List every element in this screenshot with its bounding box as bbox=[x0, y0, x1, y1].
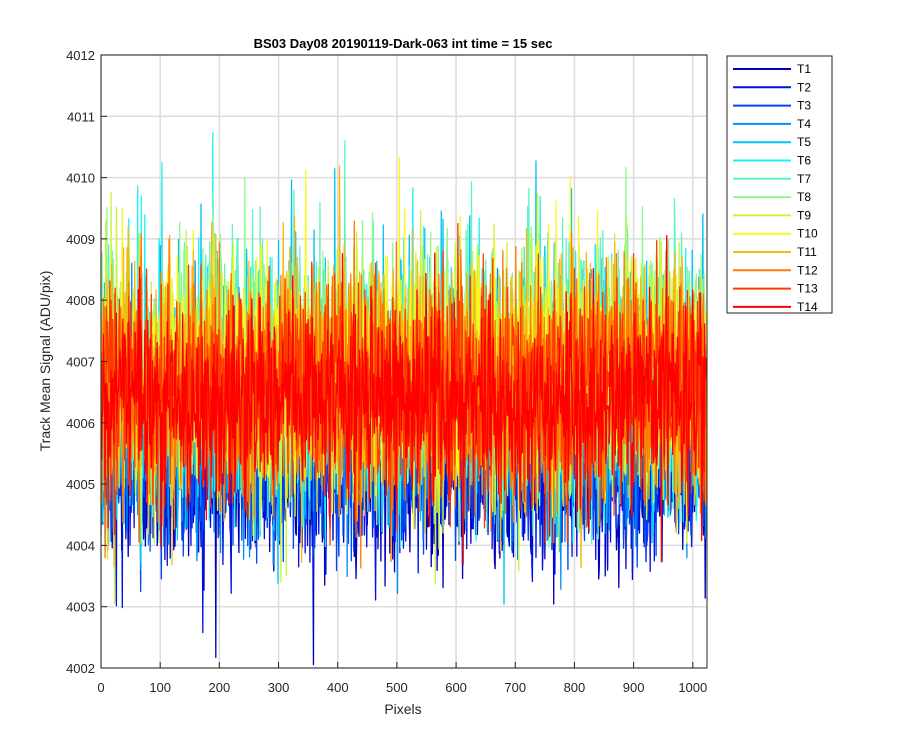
legend-label: T10 bbox=[797, 227, 818, 241]
x-tick-label: 500 bbox=[386, 680, 408, 695]
x-axis-label: Pixels bbox=[384, 701, 421, 717]
legend-label: T13 bbox=[797, 282, 818, 296]
axis-ticks: 0 100 200 300 400 500 600 700 800 900 1000 4002 4003… bbox=[66, 48, 707, 695]
x-tick-label: 0 bbox=[97, 680, 104, 695]
y-tick-label: 4009 bbox=[66, 232, 95, 247]
y-axis-label: Track Mean Signal (ADU/pix) bbox=[37, 271, 53, 452]
y-tick-label: 4003 bbox=[66, 600, 95, 615]
y-tick-label: 4007 bbox=[66, 355, 95, 370]
x-tick-label: 100 bbox=[149, 680, 171, 695]
legend-label: T3 bbox=[797, 99, 811, 113]
x-tick-label: 400 bbox=[327, 680, 349, 695]
legend-label: T6 bbox=[797, 154, 811, 168]
x-tick-label: 700 bbox=[504, 680, 526, 695]
y-tick-label: 4010 bbox=[66, 171, 95, 186]
y-tick-label: 4008 bbox=[66, 293, 95, 308]
series-line-T14 bbox=[101, 234, 707, 565]
legend-label: T4 bbox=[797, 117, 811, 131]
x-tick-label: 600 bbox=[445, 680, 467, 695]
x-tick-label: 200 bbox=[209, 680, 231, 695]
legend-label: T9 bbox=[797, 208, 811, 222]
legend-label: T5 bbox=[797, 135, 811, 149]
series-layer bbox=[101, 131, 707, 666]
y-tick-label: 4006 bbox=[66, 416, 95, 431]
legend-label: T7 bbox=[797, 172, 811, 186]
legend-label: T12 bbox=[797, 263, 818, 277]
legend-label: T2 bbox=[797, 80, 811, 94]
legend-label: T14 bbox=[797, 300, 818, 314]
legend-label: T8 bbox=[797, 190, 811, 204]
legend-label: T11 bbox=[797, 245, 817, 259]
y-tick-label: 4004 bbox=[66, 538, 95, 553]
y-tick-label: 4012 bbox=[66, 48, 95, 63]
chart-title: BS03 Day08 20190119-Dark-063 int time = … bbox=[254, 36, 553, 51]
y-tick-label: 4002 bbox=[66, 661, 95, 676]
x-tick-label: 800 bbox=[564, 680, 586, 695]
legend: T1 T2 T3 T4 T5 T6 T7 T8 T9 T10 T11 T12 T13 T14 bbox=[726, 55, 833, 314]
x-tick-label: 300 bbox=[268, 680, 290, 695]
x-tick-label: 900 bbox=[623, 680, 645, 695]
legend-label: T1 bbox=[797, 62, 811, 76]
x-tick-label: 1000 bbox=[678, 680, 707, 695]
y-tick-label: 4005 bbox=[66, 477, 95, 492]
y-tick-label: 4011 bbox=[67, 109, 95, 124]
